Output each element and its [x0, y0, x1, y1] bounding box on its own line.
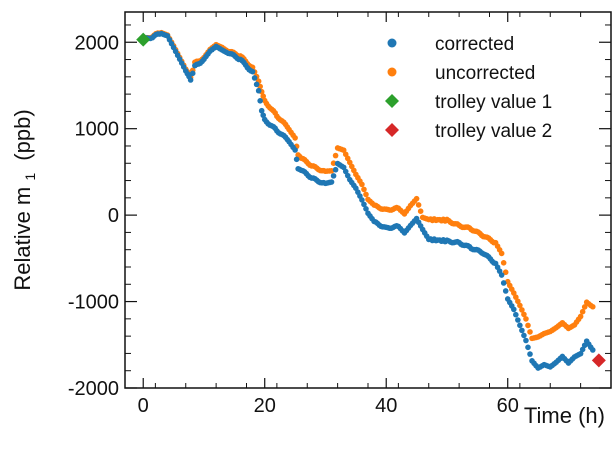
data-point-uncorrected [359, 181, 365, 188]
legend-item-corrected: corrected [387, 34, 514, 55]
data-point-corrected [523, 337, 529, 344]
data-point-uncorrected [502, 269, 509, 276]
y-tick-label: -2000 [68, 378, 119, 400]
data-point-corrected [521, 332, 527, 339]
y-axis-label-subscript: 1 [22, 173, 38, 181]
data-point-uncorrected [517, 302, 523, 309]
series-corrected [140, 30, 596, 371]
data-point-corrected [577, 350, 584, 357]
data-point-uncorrected [260, 93, 267, 100]
data-point-corrected [253, 81, 260, 88]
data-point-uncorrected [500, 260, 507, 266]
data-point-corrected [251, 75, 258, 81]
data-point-uncorrected [525, 322, 531, 329]
data-marks [136, 29, 606, 371]
data-point-corrected [359, 197, 365, 203]
data-point-uncorrected [292, 135, 298, 141]
y-axis-label: Relative m 1 (ppb) [10, 109, 40, 290]
data-point-uncorrected [363, 191, 369, 198]
legend-label: corrected [435, 34, 514, 55]
data-point-corrected [260, 112, 267, 119]
data-point-corrected [330, 173, 337, 179]
legend-label: uncorrected [435, 63, 535, 84]
data-point-uncorrected [498, 250, 505, 257]
data-point-uncorrected [513, 294, 519, 300]
series-trolley-value-1 [136, 32, 151, 47]
data-point-uncorrected [577, 313, 584, 320]
data-point-corrected [579, 346, 586, 353]
data-point-corrected [498, 272, 505, 278]
data-point-corrected [257, 97, 263, 104]
data-point-corrected [515, 317, 521, 323]
data-point-corrected [332, 166, 339, 173]
y-tick-label: 0 [108, 205, 119, 227]
data-point-uncorrected [521, 311, 527, 318]
legend-marker [385, 123, 399, 137]
data-point-uncorrected [527, 329, 533, 335]
data-point-corrected [361, 201, 367, 208]
x-tick-label: 20 [254, 395, 276, 417]
data-point-corrected [517, 322, 523, 329]
series-trolley-value-2 [591, 353, 606, 368]
data-point-uncorrected [589, 303, 596, 310]
y-tick-label: -1000 [68, 292, 119, 314]
data-point-corrected [187, 77, 194, 83]
x-tick-label: 60 [497, 395, 519, 417]
data-point-trolley-value-1 [136, 32, 151, 47]
y-tick-label: 2000 [75, 32, 120, 54]
legend-item-trolley-value-1: trolley value 1 [385, 92, 552, 113]
data-point-uncorrected [579, 308, 586, 315]
data-point-uncorrected [332, 152, 339, 159]
data-point-corrected [363, 206, 369, 212]
data-point-corrected [255, 87, 262, 94]
legend-label: trolley value 2 [435, 121, 552, 142]
data-point-uncorrected [330, 160, 337, 166]
data-point-corrected [511, 306, 517, 313]
legend-label: trolley value 1 [435, 92, 552, 113]
data-point-corrected [249, 68, 256, 75]
data-point-uncorrected [519, 307, 525, 313]
data-point-trolley-value-2 [591, 353, 606, 368]
data-point-uncorrected [417, 208, 424, 215]
legend-item-trolley-value-2: trolley value 2 [385, 121, 552, 142]
x-tick-label: 40 [375, 395, 397, 417]
data-point-corrected [189, 70, 196, 77]
data-point-corrected [328, 179, 335, 185]
data-point-corrected [258, 107, 265, 114]
data-point-uncorrected [581, 304, 588, 310]
x-tick-label: 0 [138, 395, 149, 417]
data-point-uncorrected [523, 316, 529, 322]
data-point-corrected [525, 344, 531, 351]
legend-marker [387, 67, 397, 77]
data-point-corrected [589, 347, 596, 353]
data-point-corrected [513, 311, 519, 318]
axis-ticks: 0 20 40 60 -2000 -1000 0 1000 2000 [68, 12, 612, 417]
data-point-corrected [502, 288, 509, 294]
data-point-uncorrected [413, 195, 420, 202]
legend-marker [385, 94, 399, 108]
legend: corrected uncorrected trolley value 1 troll… [385, 34, 552, 142]
data-point-uncorrected [415, 202, 422, 208]
legend-marker [387, 38, 397, 48]
data-point-uncorrected [361, 186, 367, 193]
data-point-corrected [519, 327, 525, 334]
y-axis-label-main: Relative m [10, 187, 35, 291]
data-point-corrected [527, 351, 533, 357]
data-point-corrected [500, 280, 507, 286]
y-tick-label: 1000 [75, 119, 120, 141]
y-axis-label-unit: (ppb) [10, 109, 35, 160]
x-axis-label: Time (h) [524, 403, 605, 428]
legend-item-uncorrected: uncorrected [387, 63, 535, 84]
data-point-uncorrected [515, 298, 521, 305]
data-point-corrected [293, 156, 300, 163]
data-point-corrected [292, 147, 298, 153]
